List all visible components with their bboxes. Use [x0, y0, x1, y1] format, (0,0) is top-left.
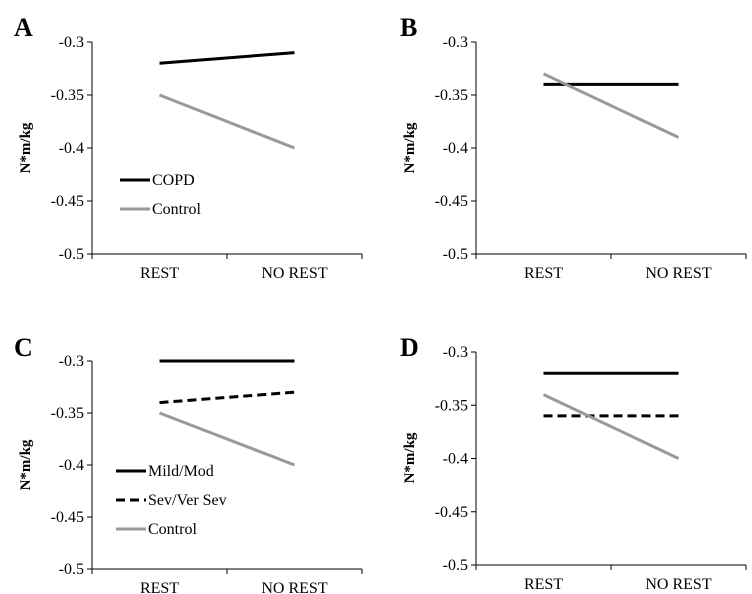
panel-letter-c: C — [14, 333, 33, 362]
x-tick-label-d: NO REST — [645, 576, 711, 593]
panel-letter-d: D — [400, 333, 419, 362]
y-tick-label-a: -0.3 — [59, 34, 84, 51]
legend-label-c-2: Control — [148, 521, 197, 538]
y-tick-label-d: -0.3 — [443, 344, 468, 361]
panel-letter-b: B — [400, 13, 417, 42]
panel-b: B N*m/kg -0.3 -0.35 -0.4 -0.45 -0.5 REST NO REST — [400, 13, 747, 282]
panel-a: A N*m/kg -0.3 -0.35 -0.4 -0.45 -0.5 REST NO REST… — [14, 13, 363, 282]
series-line-c-2 — [158, 411, 296, 467]
y-axis-label-b: N*m/kg — [402, 122, 418, 173]
y-tick-label-c: -0.4 — [59, 457, 84, 474]
series-line-a-1 — [158, 93, 296, 150]
y-tick-label-b: -0.45 — [435, 193, 468, 210]
y-tick-label-d: -0.45 — [435, 504, 468, 521]
x-tick-label-b: NO REST — [645, 265, 711, 282]
y-axis-label-a: N*m/kg — [18, 122, 34, 173]
panel-c: C N*m/kg -0.3 -0.35 -0.4 -0.45 -0.5 REST NO REST… — [14, 333, 363, 594]
y-tick-label-a: -0.4 — [59, 140, 84, 157]
y-tick-label-d: -0.4 — [443, 451, 468, 468]
x-tick-label-b: REST — [524, 265, 563, 282]
x-tick-label-c: NO REST — [261, 580, 327, 594]
y-tick-label-a: -0.35 — [51, 87, 84, 104]
y-tick-label-c: -0.45 — [51, 509, 84, 526]
y-tick-label-c: -0.35 — [51, 405, 84, 422]
series-line-d-2 — [542, 393, 680, 460]
y-tick-label-a: -0.5 — [59, 246, 84, 263]
x-tick-label-d: REST — [524, 576, 563, 593]
legend-a: COPD Control — [120, 172, 201, 218]
series-line-a-0 — [159, 51, 295, 65]
legend-c: Mild/Mod Sev/Ver Sev Control — [116, 463, 227, 538]
legend-label-c-0: Mild/Mod — [148, 463, 214, 480]
legend-label-a-0: COPD — [152, 172, 195, 189]
x-tick-label-a: REST — [140, 265, 179, 282]
x-tick-label-a: NO REST — [261, 265, 327, 282]
panel-letter-a: A — [14, 13, 33, 42]
panel-d: D N*m/kg -0.3 -0.35 -0.4 -0.45 -0.5 REST NO REST — [400, 333, 747, 593]
y-tick-label-c: -0.5 — [59, 561, 84, 578]
legend-label-c-1: Sev/Ver Sev — [148, 492, 227, 509]
y-axis-label-c: N*m/kg — [18, 439, 34, 490]
y-tick-label-b: -0.35 — [435, 87, 468, 104]
y-tick-label-a: -0.45 — [51, 193, 84, 210]
series-line-b-1 — [542, 72, 680, 139]
y-tick-label-b: -0.3 — [443, 34, 468, 51]
legend-label-a-1: Control — [152, 201, 201, 218]
y-tick-label-b: -0.5 — [443, 246, 468, 263]
series-line-c-1 — [159, 390, 295, 405]
y-axis-label-d: N*m/kg — [402, 432, 418, 483]
y-tick-label-d: -0.5 — [443, 557, 468, 574]
x-tick-label-c: REST — [140, 580, 179, 594]
y-tick-label-d: -0.35 — [435, 397, 468, 414]
y-tick-label-c: -0.3 — [59, 353, 84, 370]
y-tick-label-b: -0.4 — [443, 140, 468, 157]
